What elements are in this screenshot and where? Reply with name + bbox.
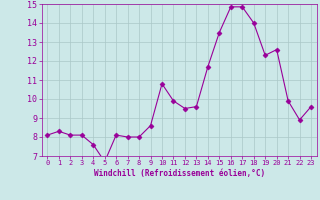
X-axis label: Windchill (Refroidissement éolien,°C): Windchill (Refroidissement éolien,°C) [94, 169, 265, 178]
